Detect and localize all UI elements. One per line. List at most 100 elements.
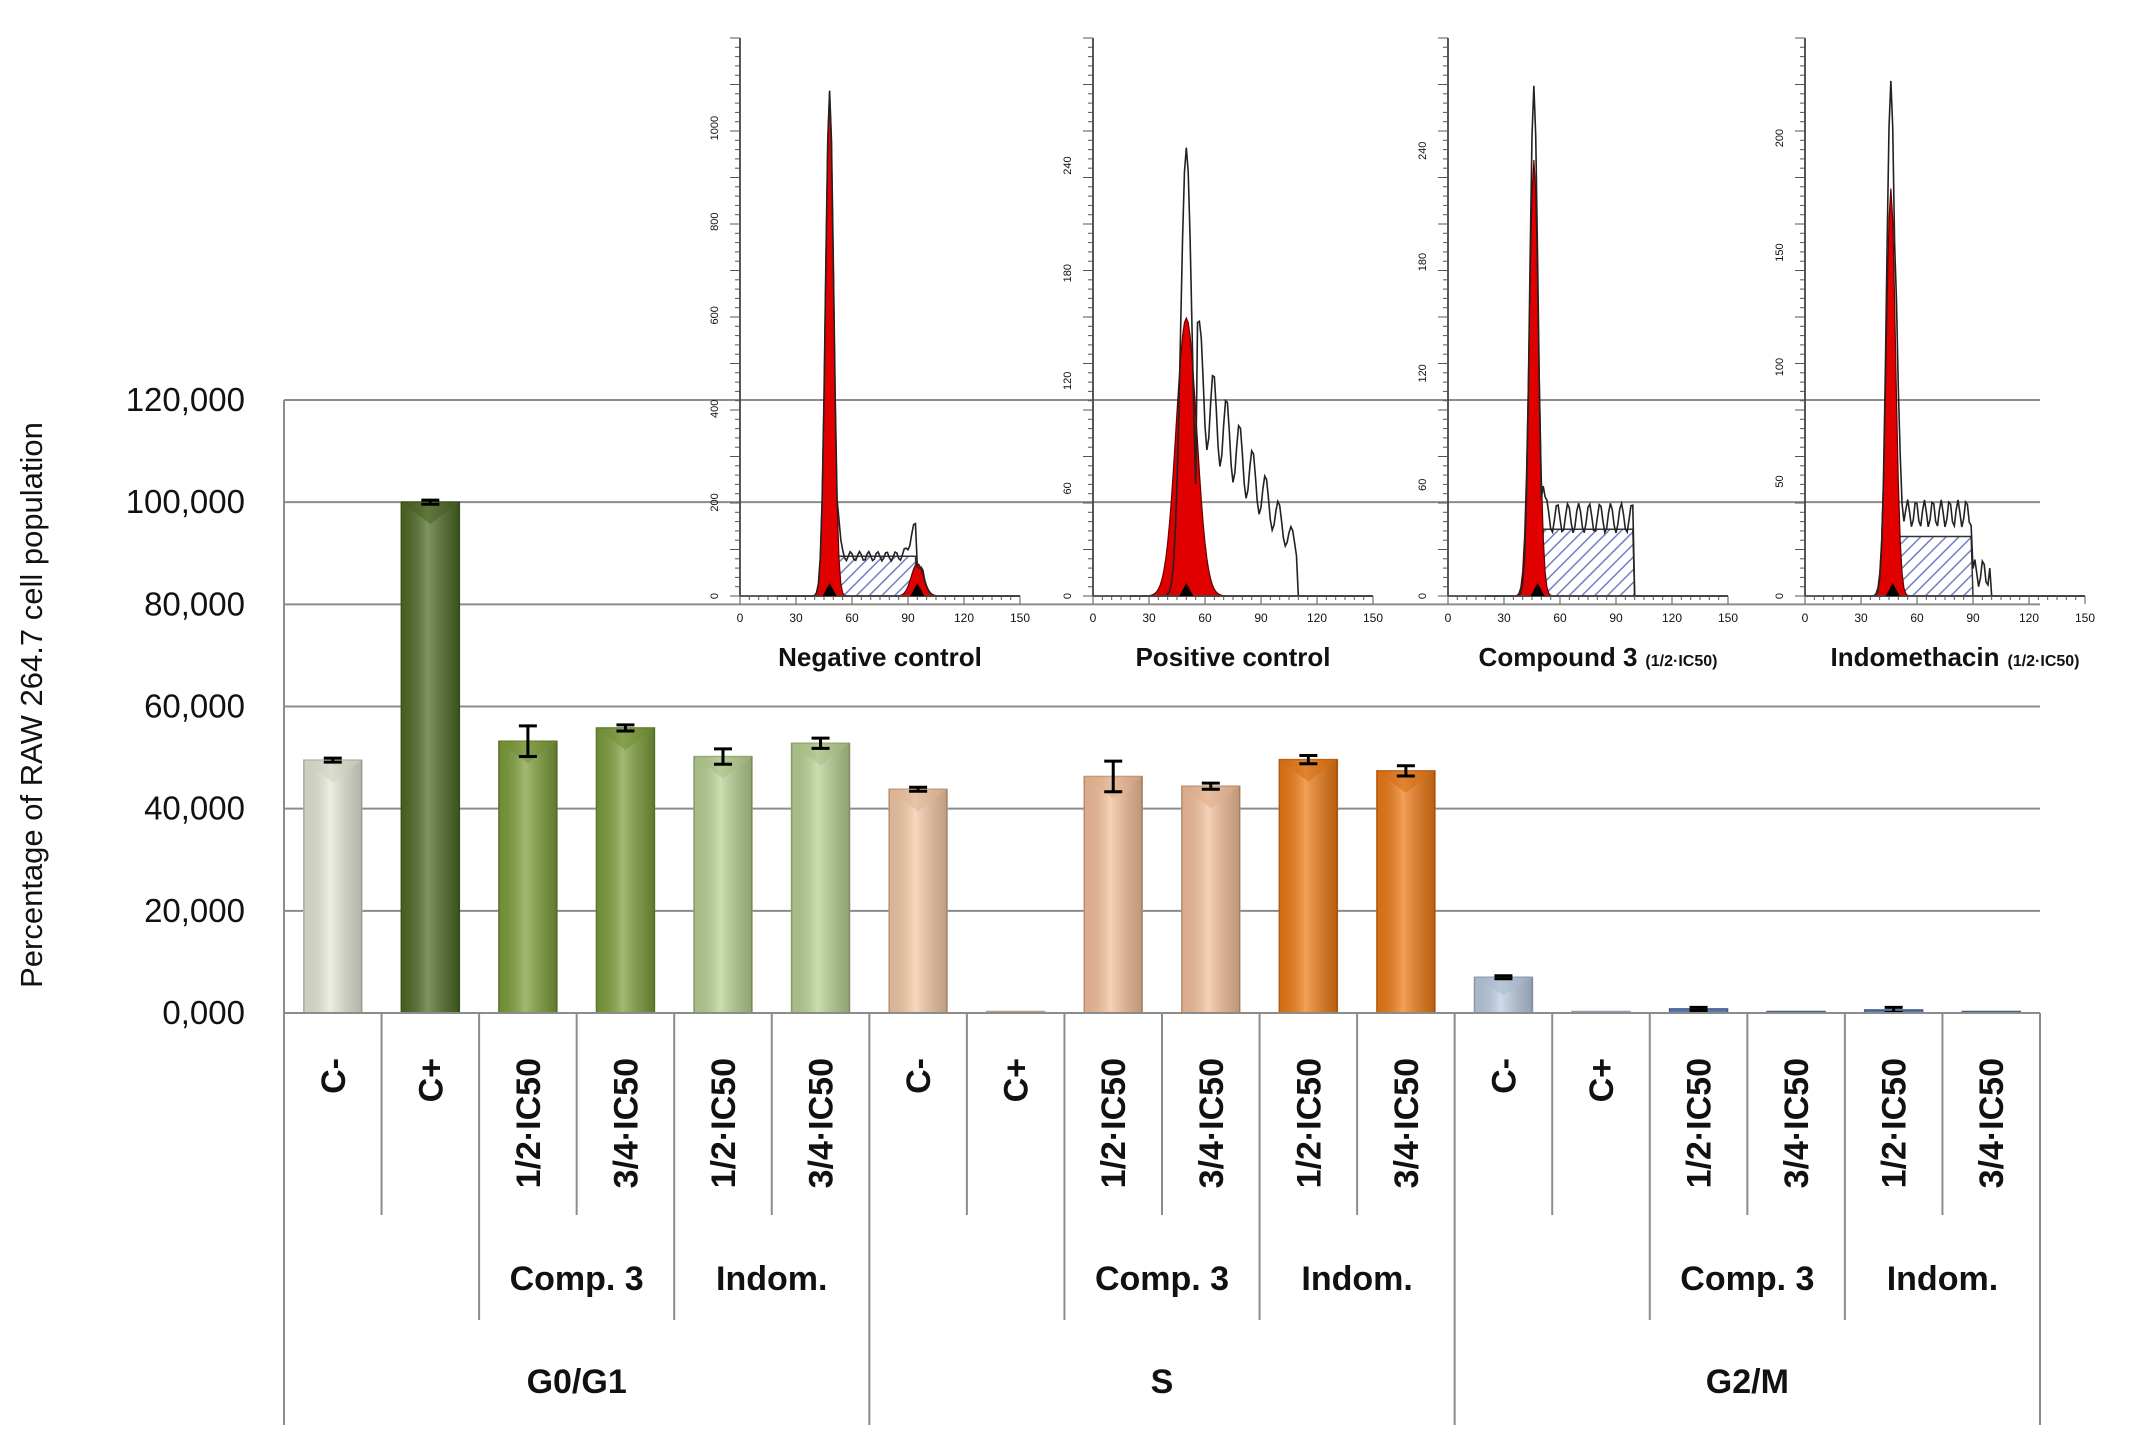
inset-y-tick: 180 bbox=[1417, 253, 1429, 271]
bar-shading bbox=[889, 789, 948, 1013]
inset-s-phase-fill bbox=[777, 555, 1020, 597]
bar-shading bbox=[498, 741, 557, 1013]
inset-y-tick: 0 bbox=[1062, 593, 1074, 599]
inset-histogram-line bbox=[1130, 147, 1373, 597]
category-label: 3/4·IC50 bbox=[1973, 1058, 2011, 1188]
inset-title: Indomethacin (1/2·IC50) bbox=[1830, 642, 2079, 672]
inset-x-tick: 120 bbox=[954, 611, 974, 625]
inset-y-tick: 150 bbox=[1774, 243, 1786, 261]
inset-title-text: Positive control bbox=[1135, 642, 1330, 672]
inset-peak-marker bbox=[1530, 583, 1545, 596]
y-tick-label: 100,000 bbox=[126, 483, 245, 520]
bar-shading bbox=[1084, 776, 1143, 1013]
inset-x-tick: 0 bbox=[737, 611, 744, 625]
bar-bevel bbox=[1181, 786, 1240, 809]
category-label: 3/4·IC50 bbox=[607, 1058, 645, 1188]
inset-x-tick: 90 bbox=[1609, 611, 1623, 625]
inset-y-tick: 120 bbox=[1417, 364, 1429, 382]
inset-y-tick: 0 bbox=[709, 593, 721, 599]
inset-title: Negative control bbox=[778, 642, 982, 672]
bar-bevel bbox=[791, 743, 850, 766]
bar-bevel bbox=[303, 760, 362, 783]
inset-y-tick: 240 bbox=[1062, 156, 1074, 174]
bars bbox=[303, 498, 2021, 1014]
bar-shading bbox=[596, 727, 655, 1013]
y-tick-label: 20,000 bbox=[144, 892, 245, 929]
bar-bevel bbox=[694, 756, 752, 779]
inset-y-tick: 240 bbox=[1417, 142, 1429, 160]
category-label: C+ bbox=[1583, 1058, 1621, 1102]
treatment-label: Indom. bbox=[1887, 1260, 1998, 1298]
y-tick-label: 0,000 bbox=[162, 994, 245, 1031]
inset-title-suffix: (1/2·IC50) bbox=[2007, 653, 2079, 670]
category-label: 1/2·IC50 bbox=[1290, 1058, 1328, 1188]
inset-x-tick: 60 bbox=[845, 611, 859, 625]
inset-x-tick: 90 bbox=[901, 611, 915, 625]
category-label: 3/4·IC50 bbox=[803, 1058, 841, 1188]
inset-x-tick: 120 bbox=[1662, 611, 1682, 625]
category-label: 1/2·IC50 bbox=[1095, 1058, 1133, 1188]
bar-shading bbox=[1376, 770, 1435, 1013]
inset-peak-marker bbox=[822, 583, 837, 596]
inset-histogram-line bbox=[1842, 80, 2085, 597]
inset-title: Compound 3 (1/2·IC50) bbox=[1479, 642, 1718, 672]
y-tick-label: 60,000 bbox=[144, 688, 245, 725]
inset-x-tick: 30 bbox=[1497, 611, 1511, 625]
inset-x-tick: 120 bbox=[2019, 611, 2039, 625]
category-label: 1/2·IC50 bbox=[1681, 1058, 1719, 1188]
inset-x-tick: 0 bbox=[1445, 611, 1452, 625]
inset-x-tick: 60 bbox=[1910, 611, 1924, 625]
bar-bevel bbox=[889, 789, 948, 812]
bar-shading bbox=[1279, 759, 1338, 1013]
treatment-label: Indom. bbox=[716, 1260, 827, 1298]
inset-x-tick: 120 bbox=[1307, 611, 1327, 625]
inset-title-text: Indomethacin bbox=[1830, 642, 1999, 672]
treatment-label: Comp. 3 bbox=[510, 1260, 644, 1298]
treatment-label: Comp. 3 bbox=[1680, 1260, 1814, 1298]
inset-x-tick: 30 bbox=[1142, 611, 1156, 625]
inset-title-suffix: (1/2·IC50) bbox=[1645, 653, 1717, 670]
inset-y-tick: 180 bbox=[1062, 264, 1074, 282]
inset-y-tick: 0 bbox=[1417, 593, 1429, 599]
inset-histogram-1: 0 60 120 180 240 0 30 60 90 120 150 Positive contro… bbox=[1062, 37, 1383, 672]
inset-x-tick: 90 bbox=[1254, 611, 1268, 625]
bar-shading bbox=[303, 760, 362, 1013]
bar-bevel bbox=[596, 727, 655, 750]
inset-histogram-0: 0 200 400 600 800 1000 0 30 60 90 120 150 Negative c… bbox=[709, 37, 1030, 672]
inset-y-tick: 200 bbox=[1774, 129, 1786, 147]
inset-histogram-2: 0 60 120 180 240 0 30 60 90 120 150 Compound 3 (1/2·… bbox=[1417, 37, 1738, 672]
bar-shading bbox=[694, 756, 752, 1013]
bar-bevel bbox=[401, 502, 460, 525]
category-label: 3/4·IC50 bbox=[1388, 1058, 1426, 1188]
inset-x-tick: 90 bbox=[1966, 611, 1980, 625]
inset-histogram-line bbox=[1485, 85, 1728, 597]
category-label: C- bbox=[900, 1058, 938, 1094]
category-label: 1/2·IC50 bbox=[705, 1058, 743, 1188]
inset-title: Positive control bbox=[1135, 642, 1330, 672]
category-label: 3/4·IC50 bbox=[1193, 1058, 1231, 1188]
inset-y-tick: 1000 bbox=[709, 116, 721, 140]
inset-y-tick: 600 bbox=[709, 306, 721, 324]
phase-label: S bbox=[1151, 1363, 1174, 1401]
inset-y-tick: 200 bbox=[709, 493, 721, 511]
bar-bevel bbox=[1279, 759, 1338, 782]
category-label: C- bbox=[1485, 1058, 1523, 1094]
phase-label: G0/G1 bbox=[527, 1363, 627, 1401]
y-axis-title: Percentage of RAW 264.7 cell population bbox=[14, 422, 49, 988]
inset-y-tick: 400 bbox=[709, 400, 721, 418]
treatment-label: Comp. 3 bbox=[1095, 1260, 1229, 1298]
inset-x-tick: 60 bbox=[1198, 611, 1212, 625]
category-label: 3/4·IC50 bbox=[1778, 1058, 1816, 1188]
inset-peak-marker bbox=[1885, 583, 1900, 596]
category-axis: C- C+ 1/2·IC50 3/4·IC50 1/2·IC50 3/4·IC50 C- C+… bbox=[283, 1012, 2041, 1425]
inset-x-tick: 0 bbox=[1802, 611, 1809, 625]
category-label: 1/2·IC50 bbox=[510, 1058, 548, 1188]
inset-histogram-3: 0 50 100 150 200 0 30 60 90 120 150 Indomethacin (1/… bbox=[1774, 37, 2095, 672]
inset-x-tick: 150 bbox=[1363, 611, 1383, 625]
y-tick-label: 80,000 bbox=[144, 585, 245, 622]
phase-label: G2/M bbox=[1706, 1363, 1789, 1401]
inset-peak-marker bbox=[1179, 583, 1194, 596]
inset-y-tick: 60 bbox=[1062, 482, 1074, 494]
